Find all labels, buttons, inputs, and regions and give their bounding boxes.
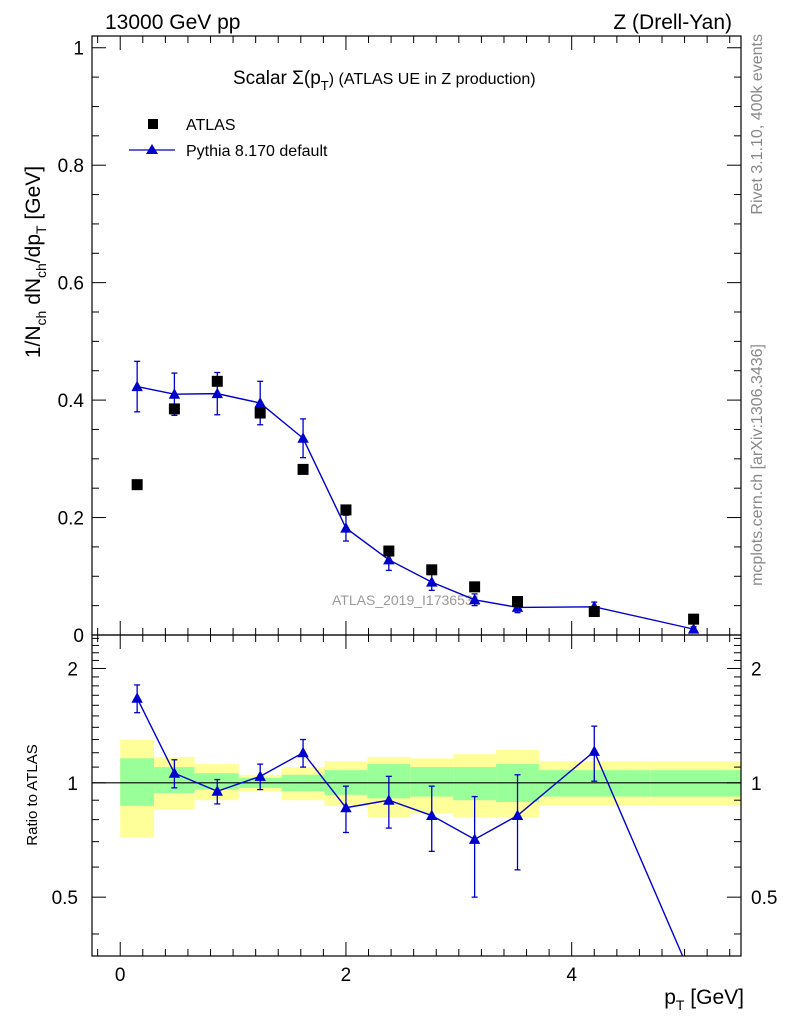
header-right: Z (Drell-Yan) xyxy=(613,11,732,34)
analysis-watermark: ATLAS_2019_I1736531 xyxy=(332,592,481,608)
ylabel-a: 1/N xyxy=(22,325,45,358)
xtick-label-0: 0 xyxy=(115,965,126,986)
atlas-point-5 xyxy=(340,504,352,516)
rivet-label: Rivet 3.1.10, 400k events xyxy=(749,34,766,215)
xtick-label-1: 2 xyxy=(341,965,352,986)
ratio-point-2 xyxy=(211,785,223,796)
legend-atlas-label: ATLAS xyxy=(186,117,236,134)
legend-atlas-marker xyxy=(148,119,158,129)
plot-frames xyxy=(91,35,742,957)
pythia-point-5 xyxy=(340,522,352,533)
pythia-line xyxy=(137,385,694,630)
band-inner-0 xyxy=(120,758,155,806)
ratio-point-10 xyxy=(588,745,600,756)
ratio-line xyxy=(136,697,684,957)
ylabel-b-sub: ch xyxy=(33,263,49,278)
pythia-point-0 xyxy=(131,380,143,392)
ratio-point-8 xyxy=(468,833,481,844)
ytick-label-2: 0.4 xyxy=(58,391,85,412)
pythia-point-1 xyxy=(168,388,181,399)
xlabel-a: p xyxy=(664,986,676,1009)
pythia-point-3 xyxy=(254,397,266,408)
legend: ATLAS Pythia 8.170 default xyxy=(129,117,328,160)
band-inner-8 xyxy=(453,767,497,801)
title-main: Scalar Σ(p xyxy=(233,68,321,89)
ylabel-c-sub: T xyxy=(33,225,49,234)
legend-pythia-label: Pythia 8.170 default xyxy=(186,143,328,160)
ratio-ytick-label-1: 1 xyxy=(67,774,78,795)
x-axis-label: pT [GeV] xyxy=(664,986,744,1013)
ratio-ytick-label-right-1: 1 xyxy=(751,774,762,795)
title-sub: T xyxy=(321,78,329,93)
ratio-point-3 xyxy=(254,770,266,781)
ratio-point-5 xyxy=(340,801,352,813)
ylabel-b: dN xyxy=(22,278,45,311)
ratio-point-0 xyxy=(131,692,143,703)
mcplots-label: mcplots.cern.ch [arXiv:1306.3436] xyxy=(749,344,766,586)
ratio-point-7 xyxy=(426,809,438,821)
ratio-point-4 xyxy=(297,746,309,758)
ylabel-c: /dp xyxy=(22,234,45,263)
atlas-point-4 xyxy=(297,463,309,475)
ratio-point-1 xyxy=(168,767,181,778)
ratio-point-6 xyxy=(383,794,395,805)
ytick-label-0: 0 xyxy=(73,626,84,647)
atlas-point-11 xyxy=(688,613,700,625)
xlabel-b: [GeV] xyxy=(684,986,744,1009)
xtick-label-2: 4 xyxy=(566,965,577,986)
atlas-point-6 xyxy=(383,545,395,557)
atlas-point-10 xyxy=(588,606,600,618)
ratio-bands xyxy=(120,739,741,838)
ytick-label-3: 0.6 xyxy=(58,274,84,295)
header-left: 13000 GeV pp xyxy=(105,11,240,34)
atlas-point-8 xyxy=(469,581,481,593)
ratio-point-9 xyxy=(511,809,524,821)
pythia-point-8 xyxy=(468,593,481,605)
atlas-point-2 xyxy=(211,375,223,387)
ytick-label-5: 1 xyxy=(73,39,84,60)
ratio-y-axis-label: Ratio to ATLAS xyxy=(24,744,41,845)
pythia-point-4 xyxy=(297,432,309,443)
ratio-ytick-label-right-2: 2 xyxy=(751,659,762,680)
legend-pythia-marker xyxy=(146,144,158,154)
pythia-point-6 xyxy=(383,553,395,565)
atlas-point-1 xyxy=(168,403,180,415)
xlabel-a-sub: T xyxy=(676,997,685,1013)
ytick-label-1: 0.2 xyxy=(58,509,84,530)
ytick-label-4: 0.8 xyxy=(58,156,84,177)
pythia-point-2 xyxy=(211,387,223,399)
y-axis-label: 1/Nch dNch/dpT [GeV] xyxy=(22,166,49,358)
ratio-ytick-label-2: 2 xyxy=(67,659,78,680)
axis-ticks: 0 2 4 0 0.2 0.4 0.6 0.8 1 0.5 0.5 1 1 2 2 xyxy=(52,36,777,986)
ylabel-a-sub: ch xyxy=(33,311,49,326)
pythia-point-11 xyxy=(687,623,700,634)
ratio-ytick-label-0: 0.5 xyxy=(52,888,78,909)
atlas-point-7 xyxy=(426,564,438,576)
pythia-point-7 xyxy=(426,576,438,587)
ratio-ytick-label-right-0: 0.5 xyxy=(751,888,777,909)
title-rest: ) (ATLAS UE in Z production) xyxy=(329,71,536,88)
atlas-point-0 xyxy=(131,479,143,491)
ratio-frame xyxy=(91,634,742,957)
atlas-point-3 xyxy=(254,407,266,419)
atlas-point-9 xyxy=(512,596,524,608)
plot-title: Scalar Σ(pT) (ATLAS UE in Z production) xyxy=(233,68,536,93)
ylabel-d: [GeV] xyxy=(22,166,45,226)
data-series xyxy=(131,360,700,957)
